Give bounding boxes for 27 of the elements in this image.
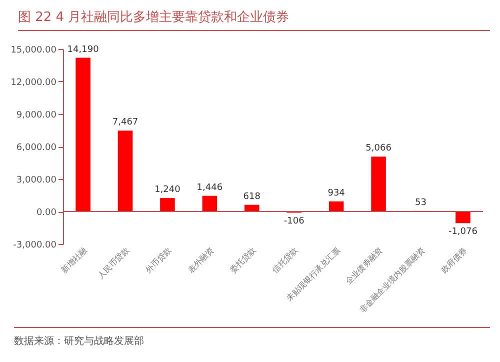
x-tick-label: 信托贷款 xyxy=(270,246,300,275)
source-note: 数据来源：研究与战略发展部 xyxy=(14,327,490,348)
y-tick-label: 6,000.00 xyxy=(16,143,57,153)
x-tick-label: 企业债券融资 xyxy=(344,246,384,286)
y-tick-label: 12,000.00 xyxy=(10,78,57,88)
y-tick-label: 9,000.00 xyxy=(16,110,57,120)
y-tick-label: 0.00 xyxy=(36,208,57,218)
x-tick-label: 表外融资 xyxy=(186,246,216,275)
y-tick-label: -3,000.00 xyxy=(13,240,57,250)
data-label: -1,076 xyxy=(448,227,478,238)
x-tick-label: 人民币贷款 xyxy=(96,246,131,280)
data-label: 1,240 xyxy=(154,185,181,196)
x-tick-label: 新增社融 xyxy=(60,246,89,275)
y-tick-label: 15,000.00 xyxy=(10,46,57,56)
data-label: 618 xyxy=(243,192,261,202)
x-tick-label: 外币贷款 xyxy=(144,246,174,275)
data-label: 53 xyxy=(415,198,426,208)
data-label: 5,066 xyxy=(366,144,392,154)
data-label: -106 xyxy=(284,216,305,227)
data-label: 1,446 xyxy=(196,182,223,193)
data-label: 934 xyxy=(328,188,346,198)
data-label: 7,467 xyxy=(112,118,138,128)
x-tick-label: 政府债券 xyxy=(440,246,469,275)
x-tick-label: 委托贷款 xyxy=(228,246,258,275)
data-label: 14,190 xyxy=(67,44,100,55)
y-tick-label: 3,000.00 xyxy=(16,176,57,186)
chart-title: 图 22 4 月社融同比多增主要靠贷款和企业债券 xyxy=(18,8,490,31)
